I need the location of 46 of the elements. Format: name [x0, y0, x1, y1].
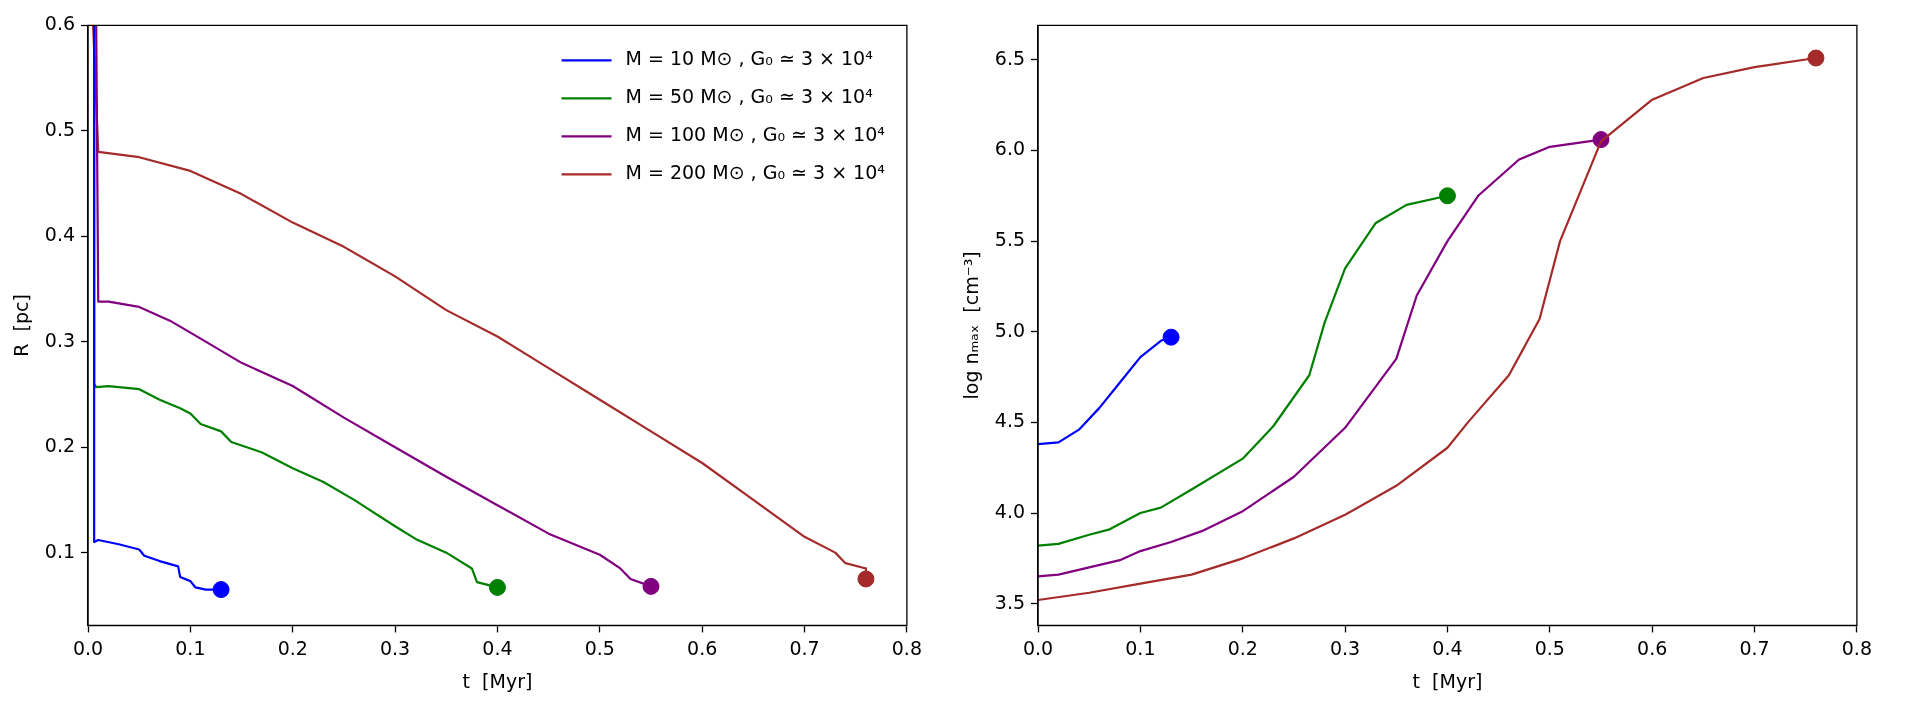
point: [1807, 49, 1825, 67]
x-tick-label: 0.6: [687, 636, 718, 659]
y-tick-label: 6.5: [994, 46, 1026, 69]
x-tick-label: 0.7: [1739, 636, 1770, 659]
y-tick-label: 0.1: [44, 539, 76, 562]
y-axis-title: log nₘₐₓ [cm⁻³]: [960, 251, 983, 400]
legend-label: M = 100 M⊙ , G₀ ≃ 3 × 10⁴: [625, 123, 886, 146]
y-tick-label: 0.4: [44, 223, 76, 246]
x-tick-label: 0.5: [584, 636, 615, 659]
legend-label: M = 10 M⊙ , G₀ ≃ 3 × 10⁴: [625, 47, 874, 70]
x-axis-title: t [Myr]: [462, 669, 533, 692]
x-tick-label: 0.0: [72, 636, 104, 659]
x-tick-label: 0.0: [1022, 636, 1054, 659]
x-tick-label: 0.5: [1534, 636, 1565, 659]
point: [212, 581, 230, 599]
x-tick-label: 0.3: [379, 636, 411, 659]
point: [642, 577, 660, 595]
legend-label: M = 50 M⊙ , G₀ ≃ 3 × 10⁴: [625, 85, 874, 108]
x-axis-title: t [Myr]: [1412, 669, 1483, 692]
x-tick-label: 0.3: [1329, 636, 1361, 659]
legend-label: M = 200 M⊙ , G₀ ≃ 3 × 10⁴: [625, 161, 886, 184]
x-tick-label: 0.1: [1125, 636, 1156, 659]
x-tick-label: 0.1: [175, 636, 206, 659]
point: [488, 578, 506, 596]
x-tick-label: 0.8: [891, 636, 922, 659]
x-tick-label: 0.7: [789, 636, 820, 659]
point: [1162, 328, 1180, 346]
y-tick-label: 5.0: [994, 318, 1026, 341]
y-tick-label: 0.2: [44, 434, 76, 457]
point: [1438, 187, 1456, 205]
y-tick-label: 0.6: [44, 12, 76, 35]
point: [857, 570, 875, 588]
y-tick-label: 3.5: [994, 590, 1026, 613]
y-tick-label: 0.5: [44, 117, 76, 140]
y-tick-label: 4.0: [994, 499, 1026, 522]
y-tick-label: 4.5: [994, 409, 1026, 432]
x-tick-label: 0.2: [277, 636, 308, 659]
x-tick-label: 0.6: [1637, 636, 1668, 659]
x-tick-label: 0.2: [1227, 636, 1258, 659]
y-tick-label: 0.3: [44, 328, 76, 351]
x-tick-label: 0.4: [482, 636, 513, 659]
x-tick-label: 0.8: [1841, 636, 1872, 659]
y-axis-title: R [pc]: [10, 294, 33, 357]
x-tick-label: 0.4: [1432, 636, 1463, 659]
y-tick-label: 6.0: [994, 137, 1026, 160]
y-tick-label: 5.5: [994, 228, 1026, 251]
